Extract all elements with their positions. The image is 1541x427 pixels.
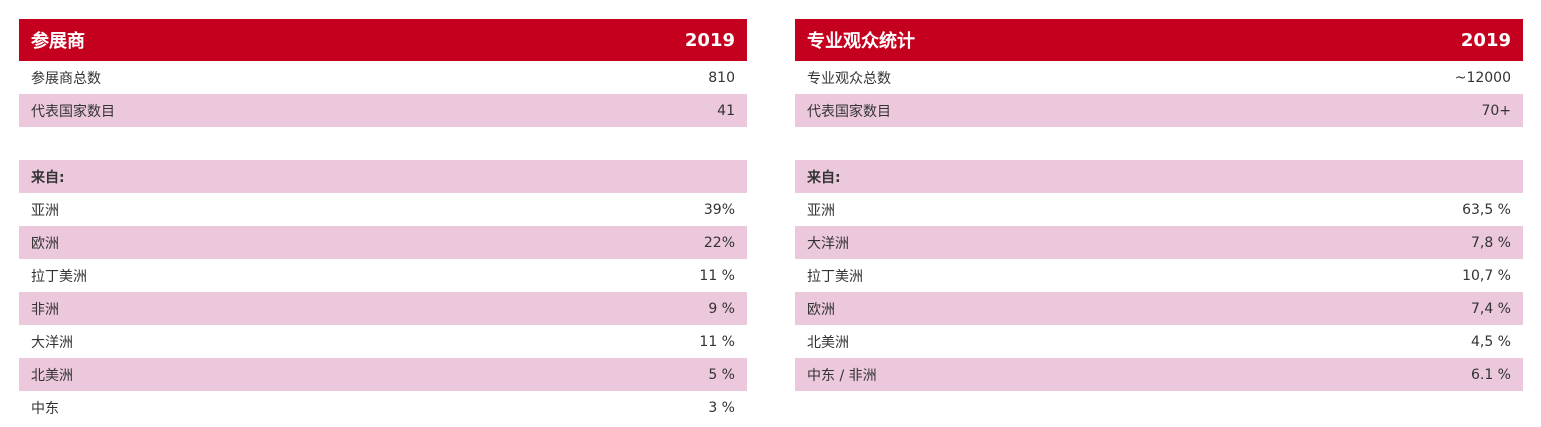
row-label: 拉丁美洲 [807,268,863,285]
visitors-year: 2019 [1460,29,1511,51]
row-label: 北美洲 [807,334,849,351]
row-value: 7,8 % [1470,234,1511,251]
row-label: 中东 [31,400,59,417]
row-value: 11 % [699,267,735,284]
table-row: 亚洲 39% [19,193,747,226]
from-heading-row: 来自: [19,160,747,193]
table-row: 参展商总数 810 [19,61,747,94]
row-label: 欧洲 [807,301,835,318]
row-label: 代表国家数目 [31,103,115,120]
row-label: 参展商总数 [31,70,101,87]
table-row: 专业观众总数 ~12000 [795,61,1523,94]
table-row: 代表国家数目 41 [19,94,747,127]
row-value: 70+ [1481,102,1511,119]
from-label: 来自: [31,169,65,186]
row-value: 10,7 % [1462,267,1511,284]
table-row: 北美洲 5 % [19,358,747,391]
row-label: 非洲 [31,301,59,318]
row-value: 9 % [708,300,735,317]
from-label: 来自: [807,169,841,186]
row-label: 专业观众总数 [807,70,891,87]
row-value: 4,5 % [1470,333,1511,350]
row-value: 11 % [699,333,735,350]
from-heading-row: 来自: [795,160,1523,193]
row-label: 亚洲 [807,202,835,219]
table-row: 亚洲 63,5 % [795,193,1523,226]
spacer [19,127,747,160]
row-label: 北美洲 [31,367,73,384]
row-value: 22% [703,234,735,251]
row-label: 代表国家数目 [807,103,891,120]
table-row: 拉丁美洲 10,7 % [795,259,1523,292]
row-label: 大洋洲 [31,334,73,351]
visitors-header: 专业观众统计 2019 [795,19,1523,61]
row-value: 63,5 % [1462,201,1511,218]
spacer [795,127,1523,160]
table-row: 非洲 9 % [19,292,747,325]
table-row: 大洋洲 7,8 % [795,226,1523,259]
table-row: 中东 3 % [19,391,747,424]
row-value: 41 [717,102,735,119]
exhibitors-header: 参展商 2019 [19,19,747,61]
exhibitors-table: 参展商 2019 参展商总数 810 代表国家数目 41 来自: 亚洲 39% … [19,19,747,424]
row-value: 39% [703,201,735,218]
table-row: 欧洲 7,4 % [795,292,1523,325]
row-value: ~12000 [1454,69,1511,86]
table-row: 大洋洲 11 % [19,325,747,358]
table-row: 欧洲 22% [19,226,747,259]
visitors-table: 专业观众统计 2019 专业观众总数 ~12000 代表国家数目 70+ 来自:… [795,19,1523,391]
table-row: 代表国家数目 70+ [795,94,1523,127]
row-label: 欧洲 [31,235,59,252]
row-label: 拉丁美洲 [31,268,87,285]
table-row: 拉丁美洲 11 % [19,259,747,292]
exhibitors-title: 参展商 [31,31,85,52]
row-value: 6.1 % [1470,366,1511,383]
table-row: 中东 / 非洲 6.1 % [795,358,1523,391]
table-row: 北美洲 4,5 % [795,325,1523,358]
exhibitors-year: 2019 [684,29,735,51]
row-label: 大洋洲 [807,235,849,252]
row-label: 亚洲 [31,202,59,219]
visitors-title: 专业观众统计 [807,31,915,52]
row-value: 3 % [708,399,735,416]
row-value: 810 [708,69,735,86]
row-label: 中东 / 非洲 [807,367,877,384]
row-value: 7,4 % [1470,300,1511,317]
row-value: 5 % [708,366,735,383]
